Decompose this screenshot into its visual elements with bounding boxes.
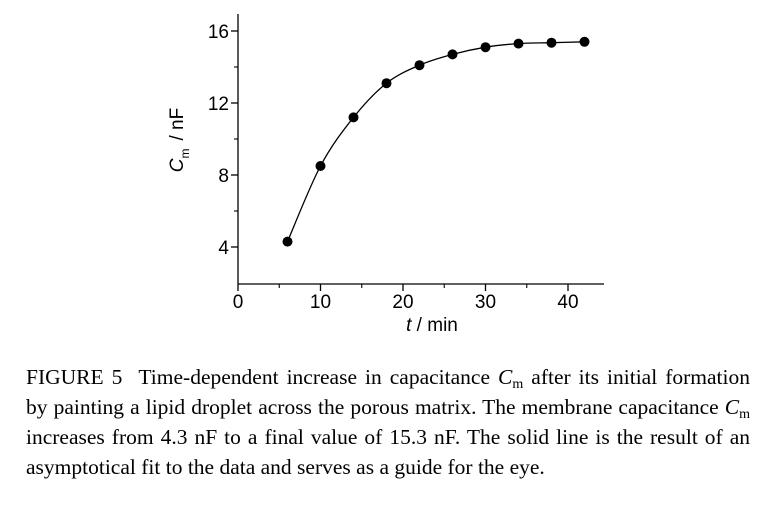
y-axis-var: C [167, 158, 188, 172]
data-points [282, 36, 590, 247]
data-point [414, 60, 425, 71]
caption-sub-2: m [739, 407, 750, 422]
caption-text-1: Time-dependent increase in capacitance [138, 365, 499, 389]
x-tick-label: 0 [233, 292, 244, 313]
tick-labels: 0 10 20 30 40 4 8 12 16 [208, 22, 579, 313]
x-axis-label: t / min [406, 315, 458, 336]
ticks [231, 30, 569, 291]
y-axis-label: Cm / nF [167, 108, 192, 172]
y-axis-sub: m [178, 149, 192, 159]
data-point [315, 161, 326, 171]
caption-text-3: increases from 4.3 nF to a final value o… [26, 425, 750, 479]
fit-line [286, 41, 585, 242]
x-tick-label: 10 [310, 292, 331, 313]
data-point [480, 42, 491, 53]
x-axis-var: t [406, 315, 412, 336]
caption-sub: m [512, 377, 524, 392]
data-point [513, 38, 524, 49]
x-axis-unit: / min [411, 315, 457, 336]
x-tick-label: 20 [392, 292, 413, 313]
y-tick-label: 4 [218, 238, 229, 259]
data-point [381, 78, 392, 89]
axes [237, 14, 604, 285]
data-point [579, 36, 590, 47]
data-point [546, 37, 557, 48]
y-tick-label: 8 [218, 166, 229, 187]
figure-caption: FIGURE 5 Time-dependent increase in capac… [26, 362, 750, 482]
chart: 0 10 20 30 40 4 8 12 16 t / min Cm / nF [167, 14, 604, 336]
figure-label: FIGURE 5 [26, 365, 123, 389]
data-point [282, 236, 293, 247]
caption-var: C [498, 365, 513, 389]
x-tick-label: 30 [475, 292, 496, 313]
y-tick-label: 16 [208, 22, 229, 43]
data-point [348, 112, 359, 123]
data-point [447, 49, 458, 60]
y-axis-unit: / nF [167, 108, 188, 141]
x-tick-label: 40 [557, 292, 578, 313]
y-tick-label: 12 [208, 94, 229, 115]
caption-text-2: after its initial formation by painting … [26, 365, 750, 419]
caption-var-2: C [724, 395, 740, 419]
